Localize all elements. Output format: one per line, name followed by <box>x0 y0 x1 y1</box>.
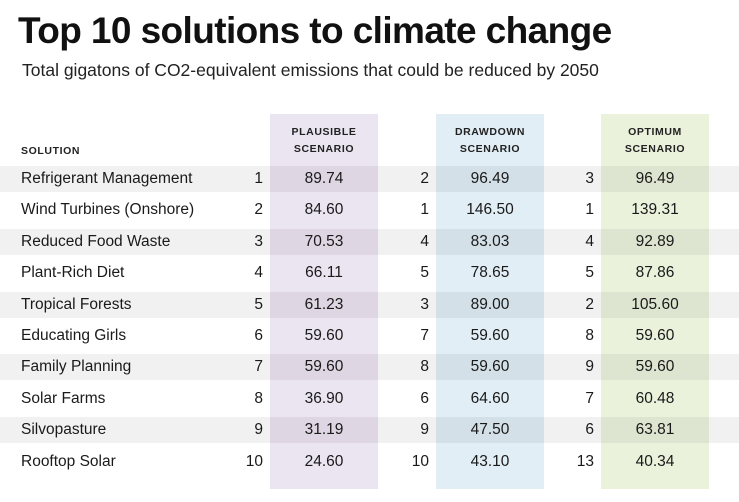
plausible-value: 89.74 <box>304 170 344 187</box>
table-row: Tropical Forests 5 61.23 3 89.00 2 105.60 <box>0 291 739 318</box>
solution-column-header: SOLUTION <box>21 145 81 157</box>
optimum-value: 87.86 <box>635 264 675 282</box>
table-row: Refrigerant Management 1 89.74 2 96.49 3 96.49 <box>0 166 739 192</box>
solution-name: Solar Farms <box>21 389 106 407</box>
plausible-value: 84.60 <box>304 201 344 219</box>
plausible-value: 59.60 <box>304 327 344 344</box>
drawdown-header-line-1: DRAWDOWN <box>454 126 526 138</box>
drawdown-value: 47.50 <box>470 421 510 439</box>
drawdown-rank: 4 <box>420 232 429 250</box>
plausible-rank: 5 <box>254 295 263 313</box>
solution-name: Wind Turbines (Onshore) <box>21 201 195 219</box>
table-row: Wind Turbines (Onshore) 2 84.60 1 146.50 1 139… <box>0 197 739 223</box>
table-row: Educating Girls 6 59.60 7 59.60 8 59.60 <box>0 323 739 349</box>
optimum-header-line-1: OPTIMUM <box>628 126 682 138</box>
plausible-rank: 9 <box>254 421 263 439</box>
chart-subtitle: Total gigatons of CO2-equivalent emissio… <box>22 60 599 80</box>
plausible-rank: 8 <box>254 389 263 407</box>
solution-name: Rooftop Solar <box>21 452 116 470</box>
optimum-rank: 9 <box>585 358 594 376</box>
drawdown-rank: 7 <box>420 327 429 344</box>
table-row: Rooftop Solar 10 24.60 10 43.10 13 40.34 <box>0 449 739 475</box>
drawdown-rank: 2 <box>420 170 429 187</box>
optimum-value: 92.89 <box>635 232 675 250</box>
solution-name: Family Planning <box>21 358 132 376</box>
optimum-rank: 5 <box>585 264 594 282</box>
drawdown-rank: 9 <box>420 421 429 439</box>
optimum-rank: 1 <box>585 201 594 219</box>
table-row: Silvopasture 9 31.19 9 47.50 6 63.81 <box>0 417 739 444</box>
table-row: Plant-Rich Diet 4 66.11 5 78.65 5 87.86 <box>0 260 739 286</box>
drawdown-value: 96.49 <box>470 170 510 187</box>
optimum-rank: 4 <box>585 232 594 250</box>
optimum-value: 63.81 <box>635 421 675 439</box>
plausible-rank: 2 <box>254 201 263 219</box>
plausible-header-line-2: SCENARIO <box>293 143 355 155</box>
chart-title: Top 10 solutions to climate change <box>18 10 612 51</box>
plausible-column-header: PLAUSIBLE SCENARIO <box>270 124 378 158</box>
optimum-value: 60.48 <box>635 389 675 407</box>
plausible-rank: 1 <box>254 170 263 187</box>
drawdown-value: 59.60 <box>470 358 510 376</box>
drawdown-rank: 10 <box>411 452 429 470</box>
optimum-column-band <box>601 114 709 489</box>
drawdown-value: 146.50 <box>466 201 514 219</box>
plausible-rank: 3 <box>254 232 263 250</box>
plausible-rank: 7 <box>254 358 263 376</box>
solution-name: Silvopasture <box>21 421 107 439</box>
drawdown-rank: 5 <box>420 264 429 282</box>
plausible-value: 31.19 <box>304 421 344 439</box>
plausible-value: 66.11 <box>305 264 343 282</box>
optimum-rank: 13 <box>576 452 594 470</box>
optimum-rank: 3 <box>585 170 594 187</box>
table-row: Family Planning 7 59.60 8 59.60 9 59.60 <box>0 354 739 381</box>
plausible-column-band <box>270 114 378 489</box>
plausible-value: 70.53 <box>304 232 344 250</box>
drawdown-value: 43.10 <box>470 452 510 470</box>
drawdown-value: 83.03 <box>470 232 510 250</box>
optimum-rank: 7 <box>585 389 594 407</box>
solution-name: Plant-Rich Diet <box>21 264 125 282</box>
plausible-value: 59.60 <box>304 358 344 376</box>
drawdown-value: 89.00 <box>470 295 510 313</box>
drawdown-value: 64.60 <box>470 389 510 407</box>
solution-name: Tropical Forests <box>21 295 132 313</box>
optimum-column-header: OPTIMUM SCENARIO <box>601 124 709 158</box>
drawdown-rank: 1 <box>420 201 429 219</box>
table-row: Reduced Food Waste 3 70.53 4 83.03 4 92.89 <box>0 228 739 255</box>
solution-name: Reduced Food Waste <box>21 232 171 250</box>
optimum-header-line-2: SCENARIO <box>624 143 686 155</box>
optimum-value: 59.60 <box>635 327 675 344</box>
drawdown-rank: 8 <box>420 358 429 376</box>
plausible-value: 61.23 <box>304 295 344 313</box>
optimum-value: 139.31 <box>631 201 679 219</box>
plausible-value: 24.60 <box>304 452 344 470</box>
solution-name: Refrigerant Management <box>21 170 193 187</box>
optimum-value: 96.49 <box>635 170 675 187</box>
drawdown-rank: 3 <box>420 295 429 313</box>
plausible-value: 36.90 <box>304 389 344 407</box>
optimum-rank: 6 <box>585 421 594 439</box>
drawdown-value: 78.65 <box>470 264 510 282</box>
plausible-rank: 4 <box>254 264 263 282</box>
optimum-rank: 2 <box>585 295 594 313</box>
drawdown-column-header: DRAWDOWN SCENARIO <box>436 124 544 158</box>
plausible-rank: 10 <box>245 452 263 470</box>
drawdown-rank: 6 <box>420 389 429 407</box>
plausible-rank: 6 <box>254 327 263 344</box>
table-row: Solar Farms 8 36.90 6 64.60 7 60.48 <box>0 386 739 412</box>
optimum-rank: 8 <box>585 327 594 344</box>
optimum-value: 59.60 <box>635 358 675 376</box>
drawdown-value: 59.60 <box>470 327 510 344</box>
optimum-value: 40.34 <box>635 452 675 470</box>
solution-name: Educating Girls <box>21 327 127 344</box>
drawdown-header-line-2: SCENARIO <box>459 143 521 155</box>
drawdown-column-band <box>436 114 544 489</box>
plausible-header-line-1: PLAUSIBLE <box>291 126 357 138</box>
optimum-value: 105.60 <box>631 295 679 313</box>
